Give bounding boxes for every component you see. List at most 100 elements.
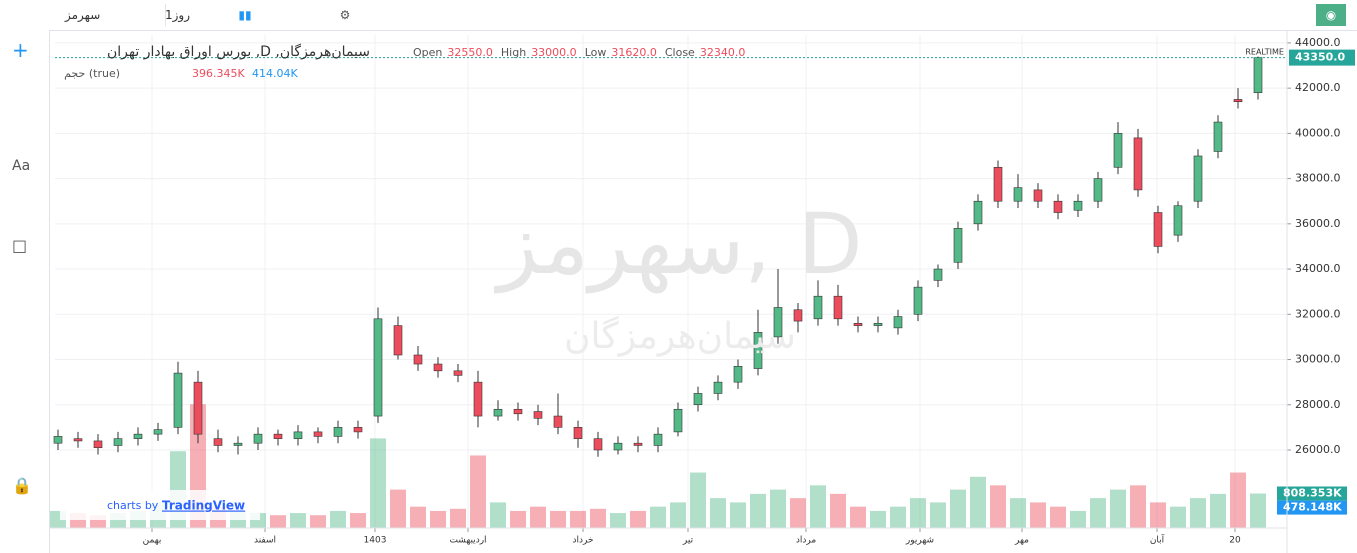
y-tick-label: 32000.0 [1295,307,1341,320]
volume-bar [970,476,986,528]
candle-body [333,427,343,437]
candle-body [773,307,783,338]
volume-bar [510,510,526,528]
volume-bar [1250,493,1266,528]
candle-body [1013,187,1023,202]
rect-tool[interactable]: □ [12,236,28,255]
volume-bar [650,506,666,528]
volume-bar [810,485,826,528]
volume-last-box [1277,486,1347,501]
volume-bar [1190,498,1206,528]
candle-body [933,268,943,281]
drawing-toolbar: + Aa □ 🔒 [0,30,50,553]
candle-body [633,442,643,446]
volume-bar [590,508,606,528]
candle-body [413,354,423,365]
ohlc-name: Close [665,46,695,59]
candle-body [953,228,963,263]
candle-body [1053,200,1063,213]
ohlc-value: 32340.0 [700,46,746,59]
interval-select[interactable]: 1روز [165,8,191,22]
candle-body [1133,137,1143,191]
candle-body [753,332,763,369]
text-tool[interactable]: Aa [12,158,31,174]
lock-tool[interactable]: 🔒 [12,476,32,495]
candle-body [533,411,543,419]
volume-bar [690,472,706,528]
candle-body [493,408,503,417]
candle-body [973,200,983,225]
candle-body [113,438,123,446]
candle-body [573,427,583,439]
candle-body [653,433,663,446]
last-price-box [1289,49,1355,66]
candle-body [1233,99,1243,103]
candle-body [553,415,563,428]
volume-bar [1010,498,1026,528]
volume-bar [470,455,486,528]
volume-ma-label: 478.148K [1283,501,1342,514]
candle-body [793,309,803,322]
volume-bar [490,502,506,528]
ohlc-value: 31620.0 [611,46,657,59]
volume-last-label: 808.353K [1283,487,1342,500]
branding-link[interactable]: TradingView [162,499,245,513]
candle-body [1073,200,1083,211]
volume-bar [1110,489,1126,528]
volume-bar [890,506,906,528]
ohlc-name: Open [413,46,442,59]
x-tick-label: 20 [1229,536,1241,546]
volume-bar [870,510,886,528]
crosshair-tool[interactable]: + [12,38,29,62]
candle-body [353,427,363,433]
candle-body [673,408,683,433]
y-tick-label: 42000.0 [1295,81,1341,94]
watermark-sub: سیمان‌هرمزگان [564,315,796,357]
volume-bar [290,513,306,528]
candle-body [393,325,403,356]
last-price-label: 43350.0 [1295,51,1345,64]
watermark: سهرمز, D [494,195,863,294]
x-tick-label: تیر [682,536,694,546]
volume-bar [830,493,846,528]
volume-bar [550,510,566,528]
candle-body [693,393,703,406]
candle-body [373,318,383,417]
volume-bar [790,498,806,528]
volume-bar [350,513,366,528]
y-tick-label: 28000.0 [1295,398,1341,411]
volume-bar [850,506,866,528]
candle-body [1093,178,1103,202]
candle-body [1033,189,1043,202]
chart: Open 32550.0 High 33000.0 Low 31620.0 Close 323… [50,30,1355,553]
volume-bar [450,508,466,528]
chart-style[interactable]: ▮▮ [238,8,252,22]
volume-bar [710,498,726,528]
volume-bar [1090,498,1106,528]
settings[interactable]: ⚙ [339,8,351,22]
x-tick-label: 1403 [364,536,387,546]
x-tick-label: اردیبهشت [449,536,486,546]
volume-bar [310,515,326,528]
ohlc-name: Low [585,46,607,59]
candle-body [913,286,923,315]
candle-body [273,433,283,439]
volume-bar [730,502,746,528]
candle-body [713,381,723,394]
x-tick-label: آبان [1150,534,1165,546]
volume-bar [630,510,646,528]
symbol-input[interactable]: سهرمز [55,4,166,26]
plot: Open 32550.0 High 33000.0 Low 31620.0 Close 323… [50,35,1355,546]
candle-body [993,166,1003,202]
snapshot[interactable]: ◉ [1316,4,1346,26]
volume-bar [770,489,786,528]
volume-bar [530,506,546,528]
y-tick-label: 30000.0 [1295,353,1341,366]
candle-body [893,316,903,329]
candle-body [233,442,243,446]
volume-bar [410,506,426,528]
candle-body [453,370,463,376]
candle-body [173,372,183,428]
volume-bar [270,515,286,528]
